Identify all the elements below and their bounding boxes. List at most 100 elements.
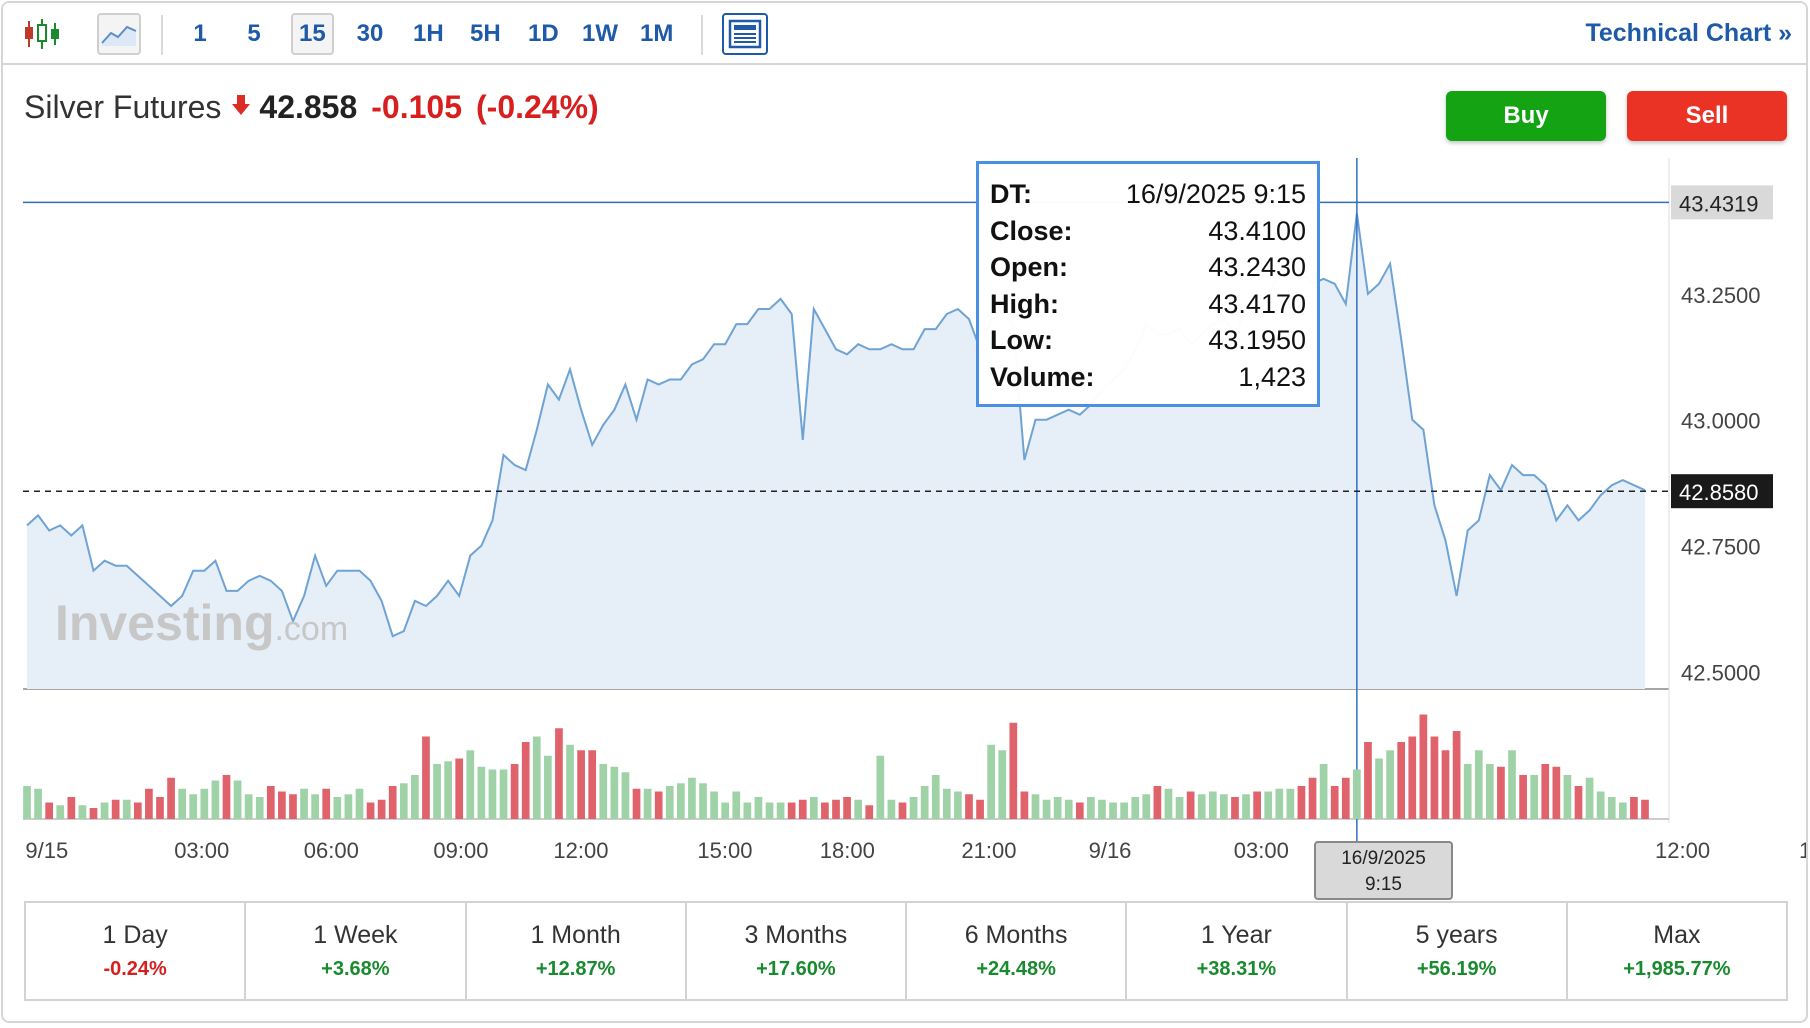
- volume-bar: [1530, 775, 1539, 819]
- volume-bar: [433, 764, 441, 819]
- performance-period-1[interactable]: 1 Week +3.68%: [246, 903, 467, 999]
- volume-bar: [1175, 797, 1184, 819]
- volume-bar: [278, 791, 286, 819]
- volume-bar: [1585, 777, 1594, 819]
- timeframe-5h[interactable]: 5H: [470, 20, 501, 47]
- volume-bar: [1297, 786, 1306, 819]
- volume-bar: [100, 802, 109, 819]
- period-label: 5 years: [1415, 921, 1498, 949]
- period-label: 6 Months: [964, 921, 1068, 949]
- volume-bar: [1607, 797, 1616, 819]
- volume-bar: [942, 788, 951, 819]
- volume-bar: [909, 797, 918, 819]
- performance-period-2[interactable]: 1 Month +12.87%: [467, 903, 687, 999]
- volume-bar: [544, 755, 552, 819]
- sell-button[interactable]: Sell: [1627, 91, 1787, 141]
- instrument-name: Silver Futures: [24, 89, 222, 125]
- volume-bar: [1075, 802, 1084, 819]
- volume-bar: [1386, 750, 1394, 819]
- volume-bar: [333, 797, 342, 819]
- volume-bar: [133, 802, 142, 819]
- tooltip-label: Close:: [990, 215, 1073, 246]
- volume-bar: [555, 728, 563, 819]
- volume-bar: [488, 769, 497, 819]
- period-change: -0.24%: [103, 958, 167, 980]
- chart-canvas[interactable]: Investing.com 42.5000 42.7500 43.0000 43.250…: [3, 3, 1808, 1023]
- x-tick-label: 18:00: [820, 838, 875, 863]
- volume-bar: [1541, 764, 1550, 819]
- tooltip-label: High:: [990, 288, 1059, 319]
- toolbar-divider: [161, 15, 163, 55]
- volume-bar: [56, 805, 65, 819]
- toolbar: 1 5 15 30 1H 5H 1D 1W 1M Technical Chart »: [3, 3, 1806, 65]
- crosshair-time-label: 16/9/2025 9:15: [1314, 841, 1453, 900]
- timeframe-30[interactable]: 30: [356, 20, 384, 47]
- volume-bar: [1031, 794, 1040, 819]
- volume-bar: [1419, 714, 1428, 819]
- volume-bar: [1164, 788, 1173, 819]
- volume-bar: [455, 758, 464, 819]
- volume-bar: [676, 783, 685, 819]
- volume-bar: [998, 750, 1007, 819]
- tooltip-row: Close: 43.4100: [990, 213, 1306, 250]
- volume-bar: [189, 794, 198, 819]
- volume-bar: [1397, 742, 1406, 819]
- area-chart-icon[interactable]: [97, 13, 141, 55]
- timeframe-1h[interactable]: 1H: [413, 20, 444, 47]
- tooltip-row: High: 43.4170: [990, 286, 1306, 323]
- volume-bar: [743, 802, 752, 819]
- volume-bar: [377, 799, 386, 819]
- crosshair-price-label: 43.4319: [1679, 191, 1759, 216]
- volume-bar: [211, 780, 220, 819]
- performance-period-5[interactable]: 1 Year +38.31%: [1127, 903, 1348, 999]
- crosshair-time: 9:15: [1365, 874, 1402, 895]
- volume-bar: [422, 736, 430, 819]
- timeframe-1w[interactable]: 1W: [582, 20, 618, 47]
- x-tick-label: 9/16: [1089, 838, 1132, 863]
- y-tick-label: 43.0000: [1681, 409, 1761, 434]
- timeframe-1m[interactable]: 1M: [640, 20, 674, 47]
- tooltip-value: 43.4100: [1208, 215, 1306, 246]
- volume-bar: [344, 794, 353, 819]
- performance-period-4[interactable]: 6 Months +24.48%: [907, 903, 1128, 999]
- candlestick-icon[interactable]: [17, 13, 67, 55]
- tooltip-value: 43.1950: [1208, 325, 1306, 355]
- volume-bar: [1242, 794, 1250, 819]
- layout-icon[interactable]: [722, 13, 768, 55]
- x-tick-label: 16:0: [1799, 838, 1808, 863]
- period-change: +38.31%: [1196, 958, 1277, 980]
- performance-period-3[interactable]: 3 Months +17.60%: [687, 903, 907, 999]
- volume-bar: [388, 786, 397, 819]
- volume-bar: [78, 805, 87, 819]
- volume-bar: [1009, 722, 1018, 819]
- timeframe-5[interactable]: 5: [247, 20, 261, 47]
- buy-button[interactable]: Buy: [1446, 91, 1606, 141]
- volume-bar: [399, 783, 408, 819]
- volume-bar: [1253, 791, 1261, 819]
- performance-period-7[interactable]: Max +1,985.77%: [1568, 903, 1786, 999]
- period-label: Max: [1653, 921, 1701, 949]
- volume-bar: [1120, 802, 1128, 819]
- tooltip-value: 43.4170: [1208, 288, 1306, 319]
- volume-bar: [754, 797, 763, 819]
- x-tick-label: 9/15: [25, 838, 68, 863]
- toolbar-divider: [701, 15, 703, 55]
- performance-period-0[interactable]: 1 Day -0.24%: [26, 903, 247, 999]
- period-change: +17.60%: [756, 958, 836, 980]
- volume-bar: [355, 788, 364, 819]
- volume-bar: [411, 775, 419, 819]
- volume-bar: [1485, 764, 1494, 819]
- performance-period-6[interactable]: 5 years +56.19%: [1348, 903, 1568, 999]
- timeframe-15[interactable]: 15: [291, 13, 334, 55]
- volume-bar: [821, 802, 829, 819]
- volume-bar: [577, 750, 585, 819]
- volume-bar: [1208, 791, 1217, 819]
- volume-bar: [654, 791, 663, 819]
- x-tick-label: 12:00: [553, 838, 608, 863]
- timeframe-1d[interactable]: 1D: [528, 20, 559, 47]
- volume-bar: [67, 797, 76, 819]
- volume-bar: [1308, 777, 1317, 819]
- volume-bar: [178, 788, 187, 819]
- technical-chart-link[interactable]: Technical Chart »: [1585, 19, 1792, 47]
- timeframe-1[interactable]: 1: [193, 20, 207, 47]
